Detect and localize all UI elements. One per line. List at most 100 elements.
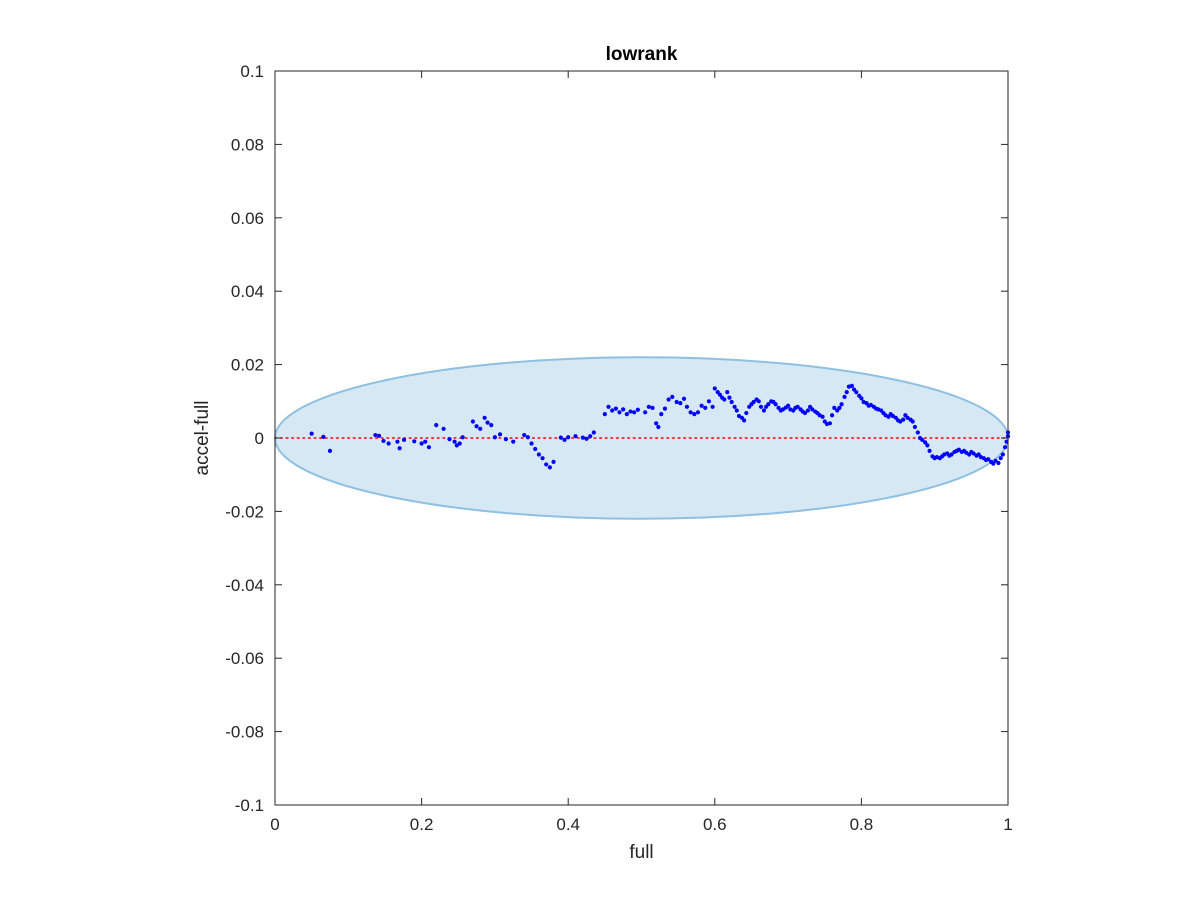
scatter-point <box>503 437 508 442</box>
scatter-point <box>674 399 679 405</box>
scatter-point <box>478 426 483 431</box>
scatter-point <box>309 431 314 436</box>
scatter-point <box>832 405 837 411</box>
scatter-point <box>533 446 538 452</box>
scatter-point <box>710 404 715 409</box>
y-tick-label: 0.06 <box>231 209 264 228</box>
scatter-point <box>670 394 675 399</box>
scatter-point <box>712 386 717 391</box>
scatter-point <box>766 402 771 407</box>
scatter-point <box>923 440 928 445</box>
scatter-point <box>588 434 593 439</box>
scatter-point <box>773 402 778 407</box>
scatter-point <box>859 396 864 401</box>
y-tick-label: -0.1 <box>235 796 264 815</box>
scatter-point <box>1000 452 1005 457</box>
scatter-point <box>485 420 490 425</box>
scatter-point <box>761 408 767 413</box>
scatter-point <box>426 445 432 450</box>
scatter-point <box>695 410 701 415</box>
scatter-point <box>617 410 622 415</box>
scatter-point <box>650 405 655 411</box>
scatter-point <box>678 401 683 406</box>
scatter-point <box>452 439 457 444</box>
scatter-point <box>522 432 527 438</box>
scatter-point <box>397 446 402 451</box>
scatter-point <box>376 433 382 438</box>
scatter-point <box>742 418 747 423</box>
scatter-point <box>460 435 465 440</box>
scatter-point <box>805 408 810 413</box>
scatter-point <box>373 432 378 438</box>
scatter-point <box>573 434 578 439</box>
x-tick-label: 1 <box>1003 815 1012 834</box>
scatter-point <box>786 403 791 408</box>
scatter-point <box>795 404 800 409</box>
scatter-point <box>654 421 659 426</box>
scatter-point <box>949 452 954 457</box>
scatter-point <box>706 399 712 404</box>
scatter-point <box>580 435 585 440</box>
scatter-point <box>395 439 400 444</box>
y-tick-label: -0.08 <box>225 723 264 742</box>
scatter-point <box>901 417 906 422</box>
x-tick-label: 0 <box>270 815 279 834</box>
scatter-points-layer <box>309 383 1011 470</box>
scatter-point <box>635 407 640 412</box>
scatter-point <box>727 395 732 400</box>
scatter-point <box>756 399 761 404</box>
scatter-point <box>692 412 697 417</box>
scatter-point <box>829 413 835 418</box>
scatter-point <box>489 423 494 428</box>
scatter-point <box>722 397 727 402</box>
scatter-point <box>927 448 932 453</box>
scatter-point <box>591 430 596 435</box>
scatter-point <box>810 407 815 412</box>
scatter-point <box>827 421 832 426</box>
scatter-point <box>820 414 825 419</box>
scatter-point <box>1002 445 1008 450</box>
scatter-point <box>606 404 611 409</box>
scatter-point <box>915 430 920 435</box>
y-axis-label: accel-full <box>192 401 213 476</box>
y-tick-label: -0.02 <box>225 502 264 521</box>
scatter-point <box>662 406 668 411</box>
scatter-point <box>447 437 452 442</box>
scatter-point <box>613 406 618 411</box>
y-tick-label: 0.04 <box>231 282 264 301</box>
scatter-point <box>610 408 615 413</box>
scatter-point <box>529 441 534 446</box>
x-tick-label: 0.6 <box>703 815 727 834</box>
scatter-point <box>386 441 391 446</box>
scatter-point <box>732 404 737 409</box>
scatter-point <box>423 439 428 444</box>
x-tick-label: 0.4 <box>556 815 580 834</box>
scatter-point <box>643 410 648 415</box>
scatter-point <box>844 390 849 395</box>
scatter-point <box>998 456 1003 461</box>
scatter-point <box>624 412 629 417</box>
scatter-point <box>525 435 530 440</box>
scatter-point <box>956 447 961 452</box>
scatter-point <box>470 419 476 424</box>
scatter-point <box>684 404 690 409</box>
scatter-point <box>536 452 541 457</box>
chart-title: lowrank <box>606 44 678 65</box>
scatter-point <box>381 438 386 444</box>
scatter-point <box>688 410 693 415</box>
scatter-point <box>758 404 764 409</box>
scatter-point <box>717 392 723 397</box>
scatter-point <box>681 396 687 401</box>
scatter-point <box>434 423 439 428</box>
y-tick-label: 0.08 <box>231 135 264 154</box>
y-tick-label: 0.02 <box>231 356 264 375</box>
scatter-point <box>497 432 503 437</box>
scatter-point <box>839 402 844 407</box>
scatter-point <box>751 399 756 405</box>
scatter-point <box>996 460 1001 466</box>
scatter-point <box>632 410 637 415</box>
x-tick-label: 0.2 <box>410 815 434 834</box>
scatter-point <box>849 383 854 388</box>
scatter-point <box>441 426 446 431</box>
scatter-point <box>412 439 417 444</box>
